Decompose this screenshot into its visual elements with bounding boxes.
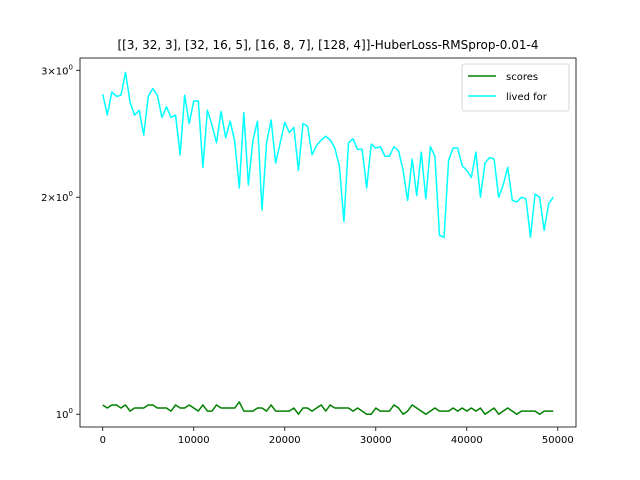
y-tick-label: 3×100	[41, 63, 73, 77]
legend-label-lived-for: lived for	[506, 92, 548, 103]
x-tick-label: 50000	[542, 435, 574, 446]
chart-title: [[3, 32, 3], [32, 16, 5], [16, 8, 7], [1…	[117, 38, 538, 52]
series-line-lived-for	[102, 71, 554, 238]
axes-frame	[79, 57, 577, 428]
axis-ticks: 0 10000 20000 30000 40000 50000 100 2×100 3×100	[41, 63, 574, 446]
series-line-scores	[102, 401, 554, 415]
y-tick-label: 100	[56, 407, 73, 421]
x-tick-label: 30000	[360, 435, 392, 446]
legend: scores lived for	[461, 63, 570, 112]
plot-area	[102, 71, 554, 415]
x-tick-label: 40000	[451, 435, 483, 446]
x-tick-label: 10000	[178, 435, 210, 446]
x-tick-label: 0	[100, 435, 106, 446]
y-tick-label: 2×100	[41, 190, 73, 204]
legend-label-scores: scores	[506, 72, 538, 83]
x-tick-label: 20000	[269, 435, 301, 446]
